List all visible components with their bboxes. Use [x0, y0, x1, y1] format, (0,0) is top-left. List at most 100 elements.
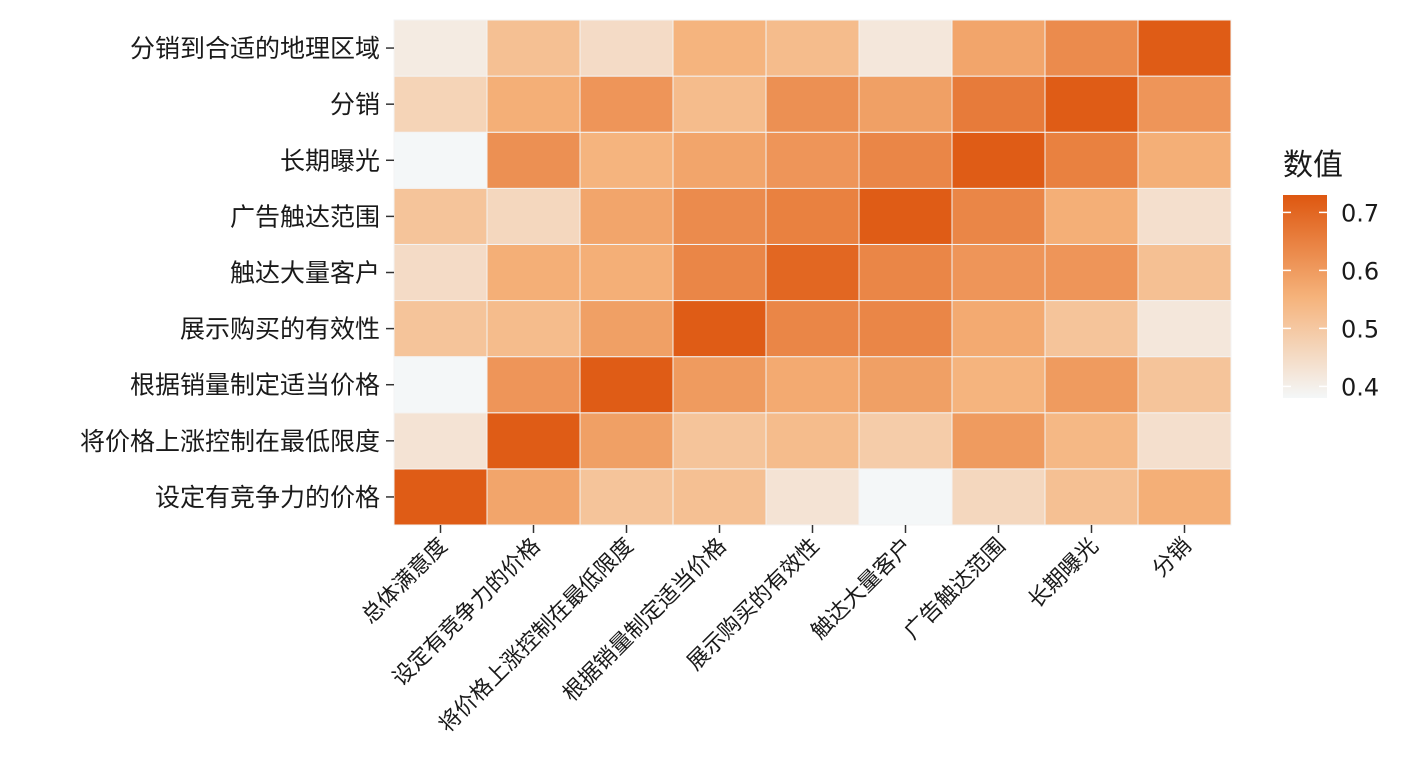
heatmap-cell	[765, 412, 860, 470]
heatmap-cell	[951, 356, 1046, 414]
heatmap-cell	[579, 300, 674, 358]
heatmap-cell	[579, 19, 674, 77]
y-tick-label: 展示购买的有效性	[180, 315, 380, 344]
heatmap-cell	[1137, 300, 1232, 358]
heatmap-cells	[393, 19, 1232, 526]
heatmap-cell	[672, 468, 767, 526]
heatmap-cell	[393, 412, 488, 470]
x-tick-label: 分销	[1148, 534, 1197, 583]
heatmap-cell	[1044, 243, 1139, 302]
heatmap-cell	[672, 19, 767, 77]
heatmap-cell	[672, 356, 767, 414]
x-tick-label: 长期曝光	[1024, 534, 1104, 614]
heatmap-cell	[1137, 356, 1232, 414]
heatmap-cell	[1137, 19, 1232, 77]
legend-tick-label: 0.6	[1341, 257, 1379, 285]
heatmap-cell	[486, 75, 581, 133]
heatmap-cell	[579, 412, 674, 470]
heatmap-cell	[1044, 468, 1139, 526]
x-tick-label: 总体满意度	[357, 534, 452, 629]
heatmap-cell	[951, 243, 1046, 302]
heatmap-cell	[486, 19, 581, 77]
heatmap-cell	[765, 19, 860, 77]
y-tick-label: 长期曝光	[280, 146, 380, 175]
heatmap-cell	[486, 300, 581, 358]
heatmap-cell	[393, 356, 488, 414]
heatmap-cell	[393, 75, 488, 133]
heatmap-cell	[672, 300, 767, 358]
heatmap-cell	[765, 187, 860, 245]
y-tick-label: 设定有竞争力的价格	[155, 483, 380, 512]
legend-tick-label: 0.4	[1341, 373, 1379, 401]
y-tick-label: 广告触达范围	[230, 202, 380, 231]
heatmap-cell	[765, 75, 860, 133]
heatmap-cell	[1044, 19, 1139, 77]
y-axis: 设定有竞争力的价格 将价格上涨控制在最低限度 根据销量制定适当价格 展示购买的有效性 触…	[80, 34, 394, 512]
heatmap-cell	[486, 243, 581, 302]
heatmap-cell	[858, 75, 953, 133]
heatmap-cell	[1137, 131, 1232, 189]
heatmap-cell	[1137, 412, 1232, 470]
heatmap-cell	[1137, 468, 1232, 526]
heatmap-cell	[579, 356, 674, 414]
heatmap-cell	[393, 19, 488, 77]
heatmap-cell	[393, 468, 488, 526]
heatmap-cell	[393, 300, 488, 358]
heatmap-cell	[579, 243, 674, 302]
heatmap-cell	[486, 187, 581, 245]
heatmap-cell	[858, 468, 953, 526]
heatmap-cell	[1137, 187, 1232, 245]
heatmap-cell	[858, 300, 953, 358]
heatmap-cell	[579, 131, 674, 189]
heatmap-cell	[393, 243, 488, 302]
heatmap-cell	[858, 131, 953, 189]
heatmap-cell	[486, 412, 581, 470]
heatmap-cell	[579, 187, 674, 245]
heatmap-cell	[765, 243, 860, 302]
heatmap-cell	[858, 412, 953, 470]
x-axis: 总体满意度设定有竞争力的价格将价格上涨控制在最低限度根据销量制定适当价格展示购买…	[357, 525, 1197, 738]
heatmap-cell	[672, 412, 767, 470]
y-tick-label: 根据销量制定适当价格	[130, 371, 380, 400]
heatmap-cell	[1044, 412, 1139, 470]
y-tick-label: 分销	[330, 90, 380, 119]
heatmap-cell	[951, 468, 1046, 526]
heatmap-cell	[765, 300, 860, 358]
heatmap-cell	[393, 131, 488, 189]
heatmap-cell	[672, 243, 767, 302]
heatmap-cell	[579, 468, 674, 526]
heatmap-cell	[951, 412, 1046, 470]
heatmap-cell	[951, 187, 1046, 245]
legend-ticks: 0.4 0.5 0.6 0.7	[1283, 199, 1379, 401]
heatmap-cell	[1137, 75, 1232, 133]
heatmap-cell	[858, 187, 953, 245]
heatmap-cell	[486, 131, 581, 189]
heatmap-cell	[1044, 131, 1139, 189]
heatmap-cell	[765, 356, 860, 414]
heatmap-cell	[579, 75, 674, 133]
heatmap-cell	[858, 19, 953, 77]
legend-tick-label: 0.5	[1341, 315, 1379, 343]
heatmap-cell	[951, 19, 1046, 77]
heatmap-cell	[486, 468, 581, 526]
color-legend: 数值 0.4 0.5 0.6 0.7	[1283, 148, 1379, 401]
legend-colorbar	[1283, 195, 1327, 398]
heatmap-cell	[951, 131, 1046, 189]
heatmap-cell	[1044, 356, 1139, 414]
y-tick-label: 分销到合适的地理区域	[130, 34, 380, 63]
legend-tick-label: 0.7	[1341, 199, 1379, 227]
heatmap-cell	[672, 131, 767, 189]
heatmap-cell	[765, 468, 860, 526]
heatmap-cell	[1044, 187, 1139, 245]
x-tick-label: 将价格上涨控制在最低限度	[434, 534, 638, 738]
heatmap-cell	[858, 356, 953, 414]
y-tick-label: 将价格上涨控制在最低限度	[80, 427, 380, 456]
heatmap-cell	[1044, 300, 1139, 358]
y-tick-label: 触达大量客户	[230, 259, 380, 288]
legend-title: 数值	[1283, 148, 1343, 183]
heatmap-cell	[672, 75, 767, 133]
heatmap-cell	[486, 356, 581, 414]
heatmap-cell	[1137, 243, 1232, 302]
